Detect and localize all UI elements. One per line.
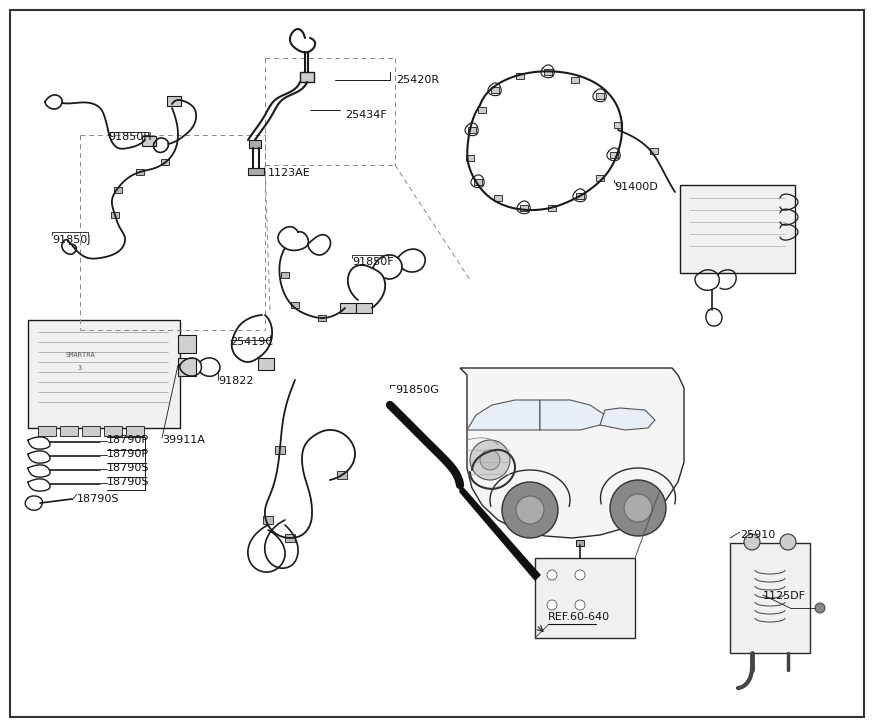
Text: 39911A: 39911A [162,435,205,445]
Bar [680,185,795,273]
Circle shape [744,534,760,550]
Circle shape [470,440,510,480]
Circle shape [575,570,585,580]
Bar [126,426,144,436]
Bar [142,136,156,146]
Text: 1123AE: 1123AE [268,168,311,178]
Bar [248,168,264,175]
Circle shape [624,494,652,522]
Text: 18790S: 18790S [107,463,149,473]
Circle shape [502,482,558,538]
Text: SMARTRA: SMARTRA [66,352,95,358]
Text: 91400D: 91400D [614,182,658,192]
Bar [576,193,584,199]
Bar [491,87,499,93]
Bar [82,426,100,436]
Bar [610,152,618,158]
Bar [178,335,196,353]
Text: 91850F: 91850F [352,257,393,267]
Circle shape [547,570,557,580]
Bar [650,148,658,154]
Text: 91850G: 91850G [395,385,439,395]
Bar [548,205,556,211]
Bar [136,169,144,175]
Circle shape [610,480,666,536]
Bar [28,320,180,428]
Polygon shape [600,408,655,430]
Bar [178,358,196,376]
Text: 91850J: 91850J [52,235,91,245]
Bar [478,107,486,113]
Polygon shape [540,400,605,430]
Polygon shape [460,485,540,580]
Text: 25434F: 25434F [345,110,387,120]
Text: 18790S: 18790S [107,477,149,487]
Circle shape [575,600,585,610]
Text: 1125DF: 1125DF [763,591,806,601]
Bar [494,195,502,201]
Text: 18790S: 18790S [77,494,120,504]
Polygon shape [467,400,540,430]
Text: 3: 3 [78,365,82,371]
Bar [535,558,635,638]
Bar [318,315,326,321]
Bar [337,471,347,479]
Bar [730,543,810,653]
Bar [111,212,119,218]
Bar [466,155,474,161]
Bar [161,159,169,165]
Bar [356,303,372,313]
Bar [263,516,273,524]
Circle shape [480,450,500,470]
Text: 91850H: 91850H [108,132,151,142]
Bar [300,72,314,82]
Bar [474,179,482,185]
Circle shape [547,600,557,610]
Bar [596,175,604,181]
Bar [291,302,299,308]
Bar [340,303,356,313]
Bar [38,426,56,436]
Circle shape [780,534,796,550]
Bar [516,73,524,79]
Text: 91822: 91822 [218,376,253,386]
Bar [275,446,285,454]
Text: 18790P: 18790P [107,449,149,459]
Text: REF.60-640: REF.60-640 [548,612,610,622]
Text: 25910: 25910 [740,530,775,540]
Bar [576,540,584,546]
Polygon shape [460,368,684,538]
Bar [571,77,579,83]
Text: 25420R: 25420R [396,75,439,85]
Bar [249,140,261,148]
Bar [285,534,295,542]
Bar [104,426,122,436]
Bar [468,127,476,133]
Bar [281,272,289,278]
Text: 18790P: 18790P [107,435,149,445]
Circle shape [516,496,544,524]
Bar [520,205,528,211]
Bar [596,93,604,99]
Bar [167,96,181,106]
Bar [614,122,622,128]
Bar [258,358,274,370]
Bar [544,69,552,75]
Circle shape [815,603,825,613]
Bar [114,187,122,193]
Bar [60,426,78,436]
Text: 25419C: 25419C [230,337,273,347]
